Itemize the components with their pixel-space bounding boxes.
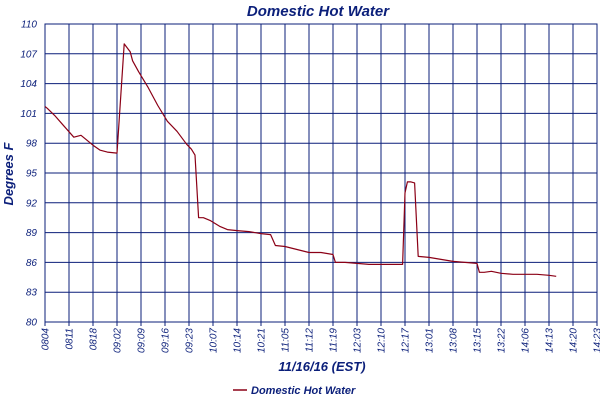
x-axis-label: 11/16/16 (EST) [278,359,365,374]
y-axis-label: Degrees F [1,142,16,206]
x-tick-label: 0811 [65,328,76,350]
y-tick-label: 92 [26,198,38,209]
x-tick-label: 13:22 [497,328,508,353]
x-tick-label: 10:14 [233,328,244,353]
y-tick-label: 110 [21,20,37,31]
y-tick-label: 104 [20,79,37,90]
legend-label-domestic-hot-water: Domestic Hot Water [251,385,356,397]
x-tick-label: 14:23 [593,328,600,353]
x-tick-label: 13:08 [449,328,460,353]
x-tick-label: 10:07 [209,328,220,353]
x-tick-label: 0804 [41,328,52,351]
y-tick-label: 86 [26,258,38,269]
x-tick-label: 09:23 [185,328,196,353]
x-tick-label: 12:17 [401,328,412,353]
y-tick-label: 83 [26,288,38,299]
x-tick-label: 11:12 [305,328,316,353]
x-tick-label: 14:13 [545,328,556,353]
y-tick-label: 95 [26,169,38,180]
series-line-0 [44,43,557,277]
series-group [44,43,557,277]
y-tick-label: 107 [20,49,37,60]
chart-title: Domestic Hot Water [247,3,390,20]
x-tick-label: 09:02 [113,328,124,353]
x-tick-label: 13:01 [425,328,436,353]
plot-area [44,23,598,326]
x-tick-labels: 0804 0811 0818 09:02 09:09 09:16 09:23 10:07 10:… [41,328,600,353]
y-tick-label: 89 [26,228,38,239]
legend: Domestic Hot Water [233,385,356,397]
x-tick-label: 14:06 [521,328,532,353]
x-tick-label: 14:20 [569,328,580,353]
x-tick-label: 09:16 [161,328,172,353]
x-tick-label: 11:19 [329,328,340,353]
x-tick-label: 11:05 [281,328,292,353]
y-tick-label: 98 [26,139,38,150]
x-tick-label: 12:10 [377,328,388,353]
y-tick-label: 101 [20,109,37,120]
x-tick-label: 13:15 [473,328,484,353]
x-tick-label: 12:03 [353,328,364,353]
x-tick-label: 0818 [89,328,100,351]
x-tick-label: 09:09 [137,328,148,353]
y-tick-labels: 80 83 86 89 92 95 98 101 104 107 110 [20,20,37,329]
y-tick-label: 80 [26,318,38,329]
x-tick-label: 10:21 [257,328,268,353]
